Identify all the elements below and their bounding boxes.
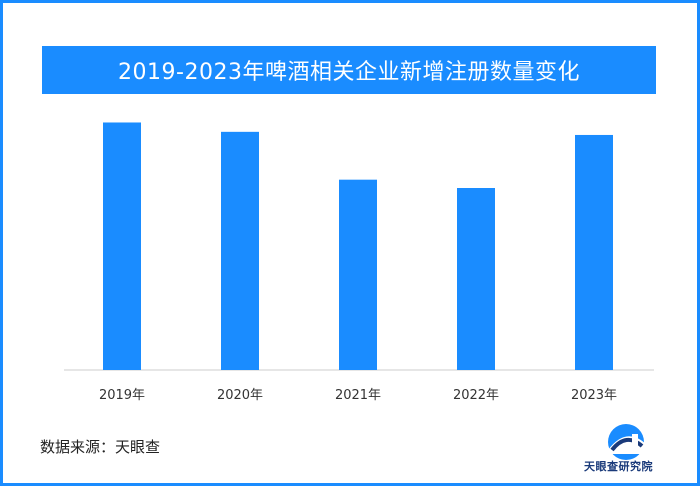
logo-text: 天眼查研究院 <box>584 460 653 473</box>
x-tick-label-4: 2023年 <box>571 388 617 403</box>
x-tick-label-2: 2021年 <box>335 388 381 403</box>
chart-title-banner: 2019-2023年啤酒相关企业新增注册数量变化 <box>42 46 656 94</box>
bar-3 <box>457 188 495 370</box>
data-source: 数据来源：天眼查 <box>40 438 161 456</box>
tianyancha-logo-icon <box>608 424 646 460</box>
x-tick-label-1: 2020年 <box>217 388 263 403</box>
bar-1 <box>221 131 259 370</box>
x-tick-label-3: 2022年 <box>453 388 499 403</box>
bar-2 <box>339 179 377 370</box>
x-tick-label-0: 2019年 <box>99 388 145 403</box>
bar-4 <box>575 134 613 370</box>
bar-0 <box>103 122 141 370</box>
chart-title: 2019-2023年啤酒相关企业新增注册数量变化 <box>118 60 580 85</box>
